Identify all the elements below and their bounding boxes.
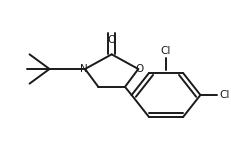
Text: N: N xyxy=(80,64,88,74)
Text: O: O xyxy=(107,35,116,45)
Text: Cl: Cl xyxy=(219,90,230,100)
Text: O: O xyxy=(135,64,143,74)
Text: Cl: Cl xyxy=(161,46,171,56)
